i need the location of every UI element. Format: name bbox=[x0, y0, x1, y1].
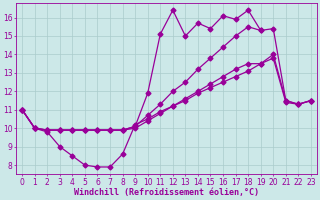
X-axis label: Windchill (Refroidissement éolien,°C): Windchill (Refroidissement éolien,°C) bbox=[74, 188, 259, 197]
